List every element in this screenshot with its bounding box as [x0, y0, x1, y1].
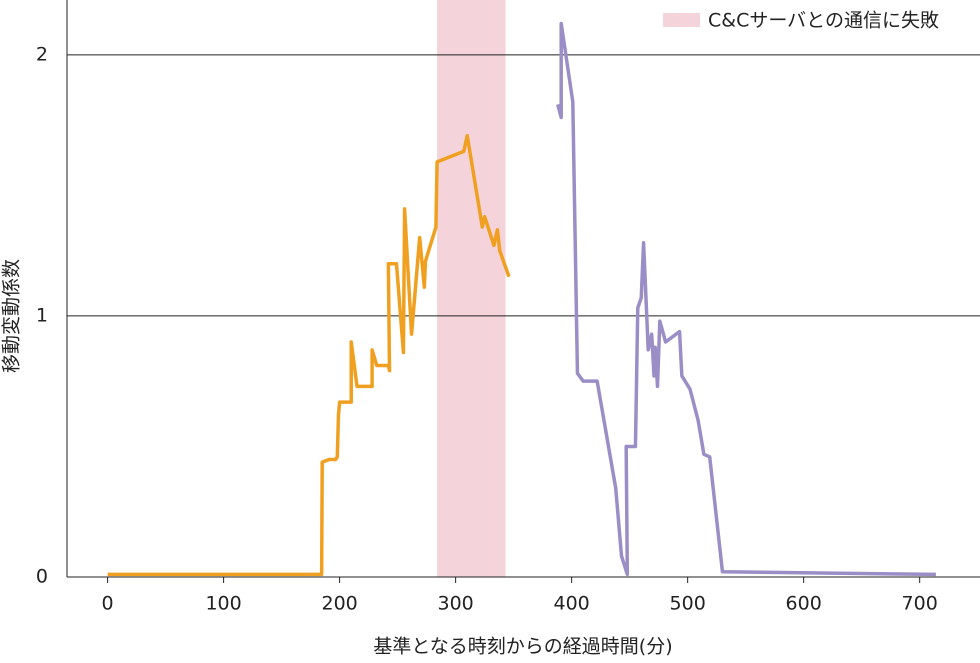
- x-tick-label: 100: [205, 593, 241, 615]
- x-tick-label: 500: [670, 593, 706, 615]
- shaded-region: [437, 0, 506, 577]
- y-tick-label: 2: [36, 43, 48, 65]
- legend-swatch: [663, 13, 700, 27]
- x-tick-label: 400: [554, 593, 590, 615]
- x-tick-label: 300: [438, 593, 474, 615]
- y-tick-label: 1: [36, 304, 48, 326]
- x-tick-label: 200: [321, 593, 357, 615]
- y-axis-label: 移動変動係数: [1, 259, 23, 373]
- data-line: [556, 21, 936, 577]
- x-tick-label: 0: [102, 593, 114, 615]
- legend-label: C&Cサーバとの通信に失敗: [708, 10, 939, 32]
- data-line: [107, 134, 511, 577]
- y-tick-label: 0: [36, 566, 48, 588]
- x-tick-label: 700: [902, 593, 938, 615]
- x-axis-label: 基準となる時刻からの経過時間(分): [373, 636, 672, 658]
- x-tick-label: 600: [786, 593, 822, 615]
